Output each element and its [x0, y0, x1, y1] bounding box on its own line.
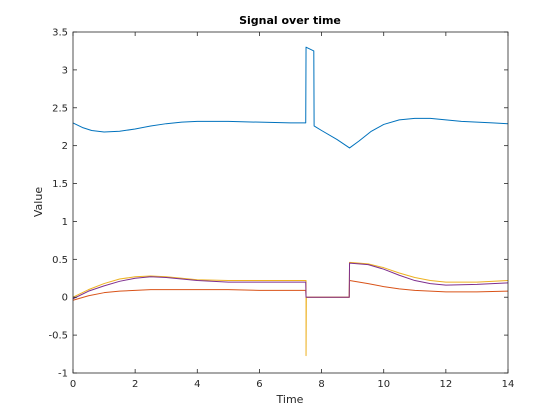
x-tick-label: 4	[194, 379, 200, 390]
y-tick-label: 0.5	[52, 255, 68, 266]
x-tick-label: 0	[70, 379, 76, 390]
series-line-1	[72, 46, 509, 149]
series-line-2	[72, 280, 509, 301]
series-line-4	[72, 262, 509, 300]
x-axis: 0 2 4 6 8 10 12 14	[70, 32, 515, 390]
x-tick-label: 6	[256, 379, 262, 390]
x-tick-label: 8	[318, 379, 324, 390]
x-tick-label: 10	[377, 379, 390, 390]
y-tick-label: 2	[62, 141, 68, 152]
series-layer	[72, 46, 509, 357]
y-tick-label: -0.5	[48, 331, 68, 342]
x-tick-label: 14	[502, 379, 515, 390]
chart-title: Signal over time	[239, 14, 341, 27]
y-tick-label: 1	[62, 217, 68, 228]
y-tick-label: 3	[62, 65, 68, 76]
y-tick-label: -1	[58, 369, 68, 380]
y-axis: -1 -0.5 0 0.5 1 1.5 2 2.5 3 3.5	[48, 28, 508, 380]
x-axis-label: Time	[276, 393, 304, 406]
y-tick-label: 2.5	[52, 103, 68, 114]
x-tick-label: 2	[132, 379, 138, 390]
y-tick-label: 1.5	[52, 179, 68, 190]
series-line-3	[72, 261, 509, 357]
y-tick-label: 3.5	[52, 28, 68, 39]
plot-area-frame	[72, 31, 509, 374]
y-tick-label: 0	[62, 293, 68, 304]
y-axis-label: Value	[32, 187, 45, 217]
x-tick-label: 12	[439, 379, 452, 390]
